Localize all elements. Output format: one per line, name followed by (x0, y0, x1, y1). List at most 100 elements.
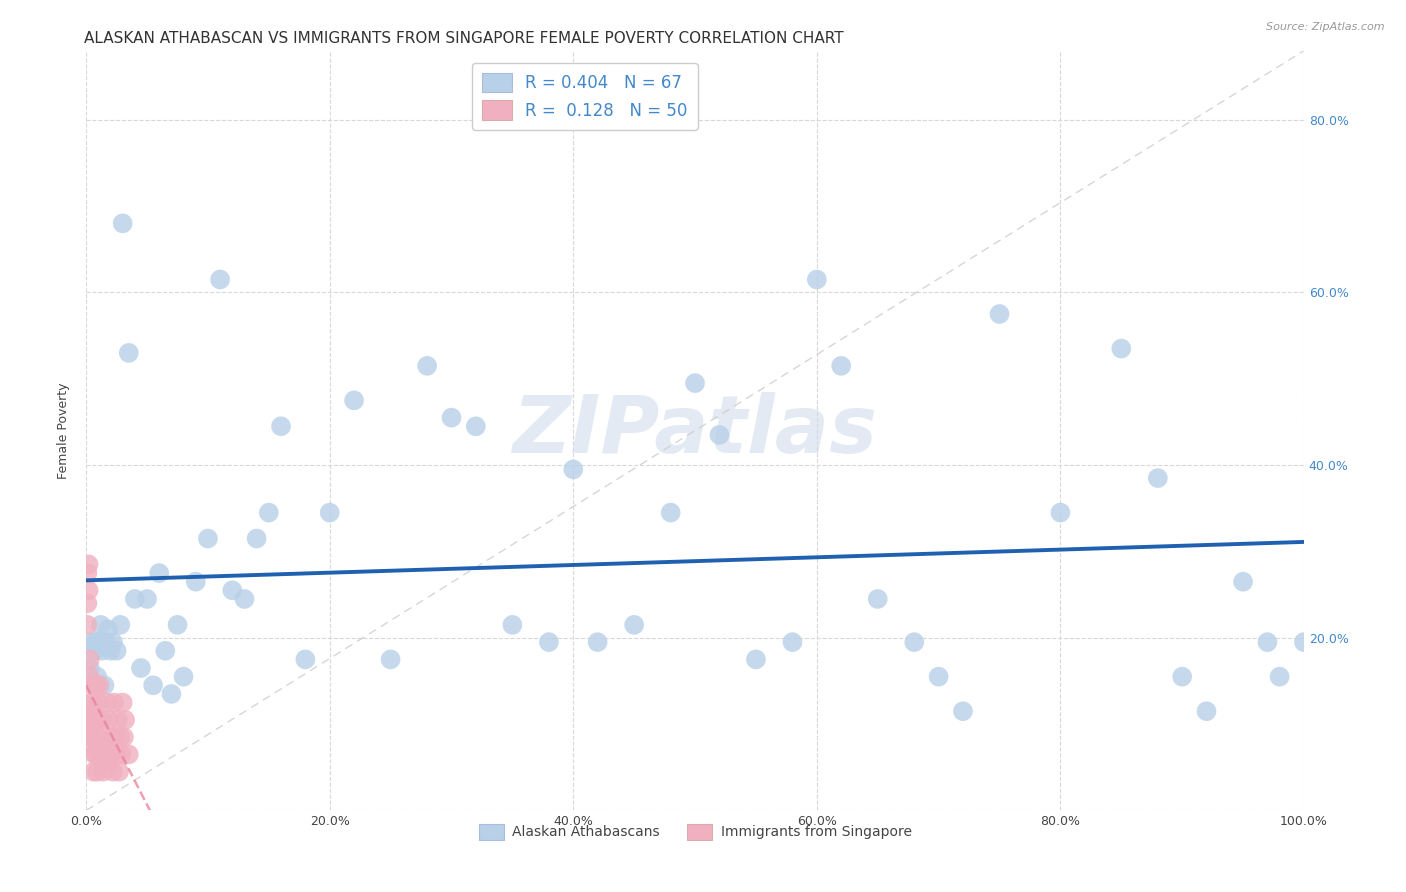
Point (782, 635, 804, 649)
Point (111, 216, 134, 230)
Point (83, 747, 105, 762)
Point (110, 747, 132, 762)
Point (84, 678, 107, 692)
Point (319, 506, 342, 520)
Point (105, 644, 128, 658)
Point (136, 591, 159, 606)
Point (87, 696, 110, 710)
Point (148, 566, 170, 580)
Point (82, 696, 104, 710)
Point (562, 462, 585, 476)
Point (709, 428, 731, 442)
Point (114, 713, 136, 727)
Point (79, 652, 101, 666)
Point (110, 730, 132, 744)
Point (110, 618, 132, 632)
Point (129, 661, 152, 675)
Point (101, 635, 124, 649)
Point (98, 713, 121, 727)
Point (86, 670, 108, 684)
Point (100, 730, 122, 744)
Point (1256, 635, 1278, 649)
Point (97, 622, 120, 636)
Point (830, 359, 852, 373)
Point (101, 764, 124, 779)
Point (93, 678, 115, 692)
Point (91, 764, 114, 779)
Point (124, 591, 146, 606)
Point (91, 644, 114, 658)
Point (683, 376, 706, 390)
Point (94, 730, 117, 744)
Point (77, 558, 100, 572)
Point (1111, 342, 1133, 356)
Point (1171, 670, 1194, 684)
Point (537, 635, 560, 649)
Point (89, 747, 111, 762)
Point (79, 670, 101, 684)
Point (80, 722, 103, 736)
Point (100, 644, 122, 658)
Point (94, 635, 117, 649)
Legend: Alaskan Athabascans, Immigrants from Singapore: Alaskan Athabascans, Immigrants from Sin… (472, 818, 917, 846)
Point (160, 687, 183, 701)
Point (184, 574, 207, 589)
Point (501, 618, 523, 632)
Point (82, 730, 104, 744)
Point (745, 652, 768, 666)
Point (80, 696, 103, 710)
Point (111, 696, 134, 710)
Point (623, 618, 645, 632)
Point (84, 747, 107, 762)
Point (155, 644, 177, 658)
Point (86, 764, 108, 779)
Point (270, 419, 292, 434)
Point (166, 618, 188, 632)
Point (83, 644, 105, 658)
Point (586, 635, 609, 649)
Point (76, 618, 98, 632)
Point (806, 272, 828, 286)
Point (903, 635, 925, 649)
Point (82, 730, 104, 744)
Point (90, 618, 112, 632)
Point (104, 730, 127, 744)
Point (77, 713, 100, 727)
Point (76, 566, 98, 580)
Point (118, 346, 141, 360)
Point (79, 661, 101, 675)
Point (87, 713, 110, 727)
Text: ALASKAN ATHABASCAN VS IMMIGRANTS FROM SINGAPORE FEMALE POVERTY CORRELATION CHART: ALASKAN ATHABASCAN VS IMMIGRANTS FROM SI… (84, 31, 844, 46)
Point (83, 713, 105, 727)
Point (257, 506, 280, 520)
Point (77, 583, 100, 598)
Point (197, 532, 219, 546)
Point (82, 764, 104, 779)
Point (246, 532, 269, 546)
Point (343, 393, 366, 408)
Point (103, 696, 125, 710)
Point (100, 747, 122, 762)
Point (233, 591, 256, 606)
Point (90, 739, 112, 753)
Point (112, 730, 135, 744)
Point (1195, 704, 1218, 718)
Point (1268, 670, 1291, 684)
Point (82, 730, 104, 744)
Point (1146, 471, 1168, 485)
Point (440, 410, 463, 425)
Point (93, 747, 115, 762)
Point (86, 730, 108, 744)
Point (108, 764, 131, 779)
Point (1232, 574, 1254, 589)
Point (82, 635, 104, 649)
Point (80, 739, 103, 753)
Point (294, 652, 316, 666)
Point (209, 272, 232, 286)
Point (928, 670, 950, 684)
Point (118, 747, 141, 762)
Point (107, 713, 129, 727)
Text: Source: ZipAtlas.com: Source: ZipAtlas.com (1267, 22, 1385, 32)
Point (173, 670, 195, 684)
Point (659, 506, 682, 520)
